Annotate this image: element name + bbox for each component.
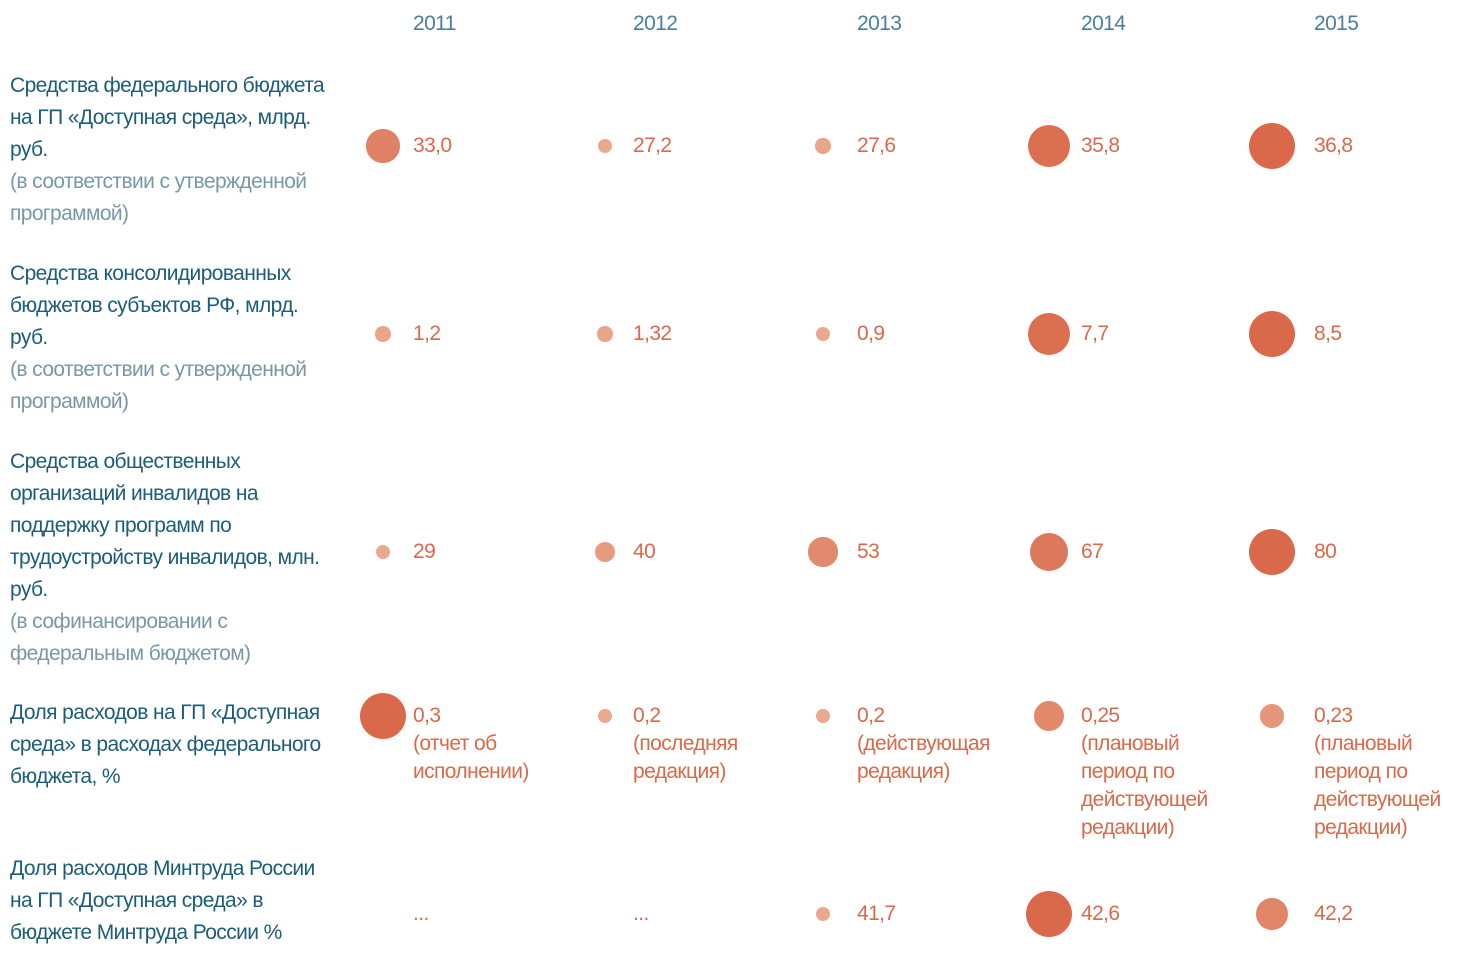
- value-cell: 0,3 (отчет об исполнении): [413, 702, 563, 786]
- bubble: [816, 709, 830, 723]
- column-header: 2013: [857, 12, 902, 35]
- row-label: Доля расходов на ГП «Доступная среда» в …: [10, 697, 335, 793]
- bubble: [1030, 533, 1068, 571]
- value-label: 27,2: [633, 134, 672, 157]
- value-cell: 35,8: [1081, 132, 1120, 160]
- value-label: 1,2: [413, 322, 441, 345]
- cell-note: (плановый период по действующей редакции…: [1081, 732, 1208, 839]
- value-label: 0,9: [857, 322, 885, 345]
- value-label: 0,2: [633, 704, 661, 727]
- bubble: [816, 907, 830, 921]
- bubble: [376, 545, 390, 559]
- value-cell: ...: [413, 900, 429, 928]
- value-label: 35,8: [1081, 134, 1120, 157]
- value-label: 36,8: [1314, 134, 1353, 157]
- value-label: 80: [1314, 540, 1337, 563]
- value-label: ...: [413, 902, 429, 925]
- row-note: (в софинансировании с федеральным бюджет…: [10, 610, 251, 665]
- value-cell: 36,8: [1314, 132, 1353, 160]
- value-cell: 41,7: [857, 900, 896, 928]
- bubble: [1249, 123, 1295, 169]
- column-header: 2015: [1314, 12, 1359, 35]
- bubble: [816, 327, 830, 341]
- row-name: Доля расходов на ГП «Доступная среда» в …: [10, 701, 321, 788]
- bubble: [1027, 124, 1071, 168]
- row-label: Средства федерального бюджета на ГП «Дос…: [10, 70, 335, 230]
- cell-note: (действующая редакция): [857, 732, 990, 783]
- column-header: 2011: [413, 12, 456, 35]
- value-cell: 0,2 (действующая редакция): [857, 702, 1007, 786]
- row-note: (в соответствии с утвержденной программо…: [10, 170, 307, 225]
- cell-note: (последняя редакция): [633, 732, 738, 783]
- column-header: 2012: [633, 12, 678, 35]
- bubble: [598, 139, 612, 153]
- value-label: 41,7: [857, 902, 896, 925]
- value-label: 40: [633, 540, 656, 563]
- row-note: (в соответствии с утвержденной программо…: [10, 358, 307, 413]
- bubble: [1249, 311, 1295, 357]
- value-cell: 0,23 (плановый период по действующей реда…: [1314, 702, 1459, 842]
- value-label: 33,0: [413, 134, 452, 157]
- bubble: [375, 326, 391, 342]
- row-label: Средства консолидированных бюджетов субъ…: [10, 258, 335, 418]
- value-cell: 8,5: [1314, 320, 1342, 348]
- value-cell: 67: [1081, 538, 1104, 566]
- value-cell: 7,7: [1081, 320, 1109, 348]
- value-cell: 53: [857, 538, 880, 566]
- bubble: [366, 129, 400, 163]
- bubble: [1256, 898, 1288, 930]
- row-name: Средства общественных организаций инвали…: [10, 450, 320, 601]
- bubble: [815, 138, 831, 154]
- value-cell: 40: [633, 538, 656, 566]
- value-label: 29: [413, 540, 436, 563]
- value-cell: 1,2: [413, 320, 441, 348]
- bubble: [808, 537, 838, 567]
- value-cell: 80: [1314, 538, 1337, 566]
- value-label: 0,3: [413, 704, 441, 727]
- value-label: 8,5: [1314, 322, 1342, 345]
- value-label: 27,6: [857, 134, 896, 157]
- value-label: 42,2: [1314, 902, 1353, 925]
- value-label: 67: [1081, 540, 1104, 563]
- cell-note: (плановый период по действующей редакции…: [1314, 732, 1441, 839]
- bubble: [1034, 701, 1064, 731]
- value-label: 0,25: [1081, 704, 1120, 727]
- value-label: 0,2: [857, 704, 885, 727]
- bubble: [594, 541, 616, 563]
- column-header: 2014: [1081, 12, 1126, 35]
- bubble: [360, 693, 406, 739]
- value-cell: 42,6: [1081, 900, 1120, 928]
- row-name: Средства консолидированных бюджетов субъ…: [10, 262, 299, 349]
- value-cell: 42,2: [1314, 900, 1353, 928]
- bubble: [598, 709, 612, 723]
- bubble: [597, 326, 613, 342]
- value-label: ...: [633, 902, 649, 925]
- bubble: [1260, 704, 1284, 728]
- value-cell: 33,0: [413, 132, 452, 160]
- value-cell: 0,9: [857, 320, 885, 348]
- row-name: Средства федерального бюджета на ГП «Дос…: [10, 74, 325, 161]
- value-cell: 1,32: [633, 320, 672, 348]
- cell-note: (отчет об исполнении): [413, 732, 529, 783]
- value-label: 42,6: [1081, 902, 1120, 925]
- value-cell: ...: [633, 900, 649, 928]
- value-label: 53: [857, 540, 880, 563]
- bubble: [1249, 529, 1295, 575]
- value-cell: 27,2: [633, 132, 672, 160]
- row-label: Средства общественных организаций инвали…: [10, 446, 335, 670]
- value-cell: 29: [413, 538, 436, 566]
- value-cell: 27,6: [857, 132, 896, 160]
- value-cell: 0,25 (плановый период по действующей реда…: [1081, 702, 1231, 842]
- bubble: [1026, 891, 1072, 937]
- value-label: 7,7: [1081, 322, 1109, 345]
- value-label: 1,32: [633, 322, 672, 345]
- value-cell: 0,2 (последняя редакция): [633, 702, 783, 786]
- row-label: Доля расходов Минтруда России на ГП «Дос…: [10, 853, 335, 949]
- row-name: Доля расходов Минтруда России на ГП «Дос…: [10, 857, 315, 944]
- bubble: [1027, 312, 1071, 356]
- value-label: 0,23: [1314, 704, 1353, 727]
